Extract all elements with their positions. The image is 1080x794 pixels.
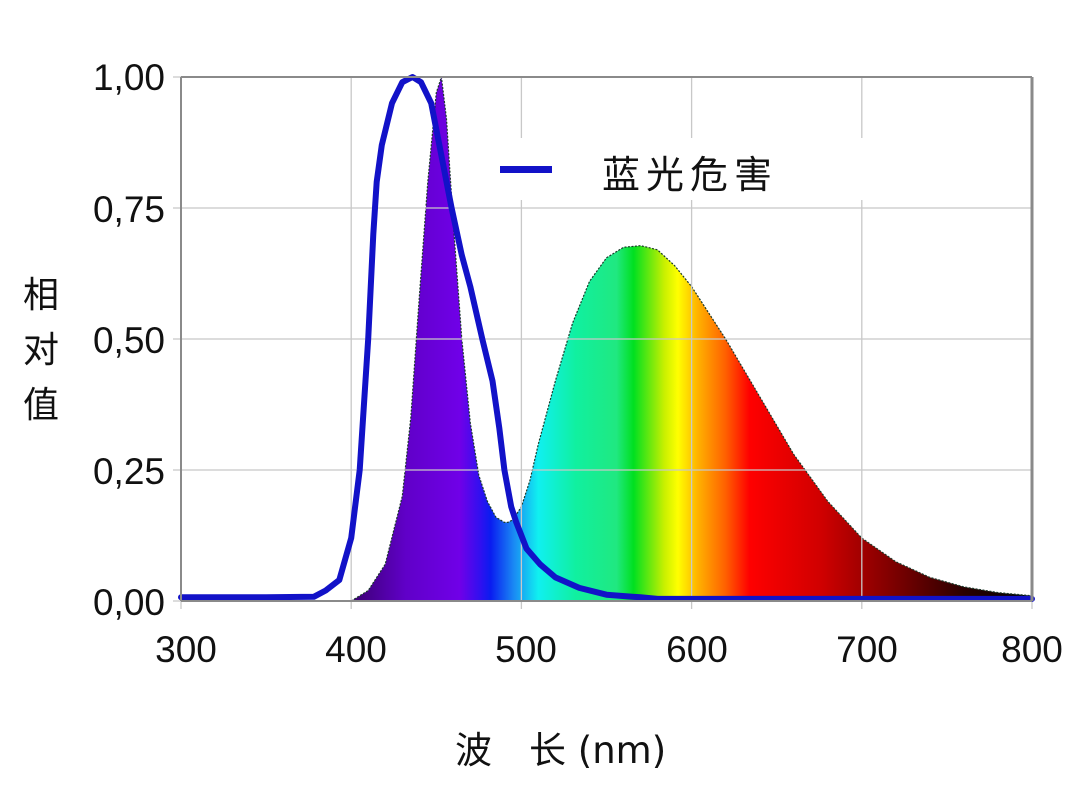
x-tick-label: 500 [495, 629, 557, 670]
legend: 蓝光危害 [484, 138, 894, 200]
x-tick-label: 700 [836, 629, 898, 670]
legend-label: 蓝光危害 [602, 153, 779, 197]
y-axis-label: 相 对 值 [18, 268, 64, 433]
x-axis-label: 波 长 (nm) [455, 729, 667, 772]
y-tick-label: 0,50 [92, 320, 165, 361]
blue-hazard-curve [178, 74, 1035, 602]
y-tick-label: 1,00 [92, 57, 165, 98]
x-tick-label: 800 [1001, 629, 1063, 670]
y-axis-label-char: 值 [22, 385, 59, 426]
axes-frame [180, 76, 1034, 602]
x-tick-label: 600 [666, 629, 728, 670]
y-axis-label-char: 相 [22, 275, 59, 316]
y-tick-label: 0,00 [92, 582, 165, 623]
y-tick-label: 0,25 [92, 451, 165, 492]
y-tick-label: 0,75 [92, 189, 165, 230]
legend-line-swatch [500, 166, 552, 173]
x-tick-label: 400 [325, 629, 387, 670]
y-axis-label-char: 对 [22, 330, 59, 371]
x-tick-label: 300 [155, 629, 217, 670]
